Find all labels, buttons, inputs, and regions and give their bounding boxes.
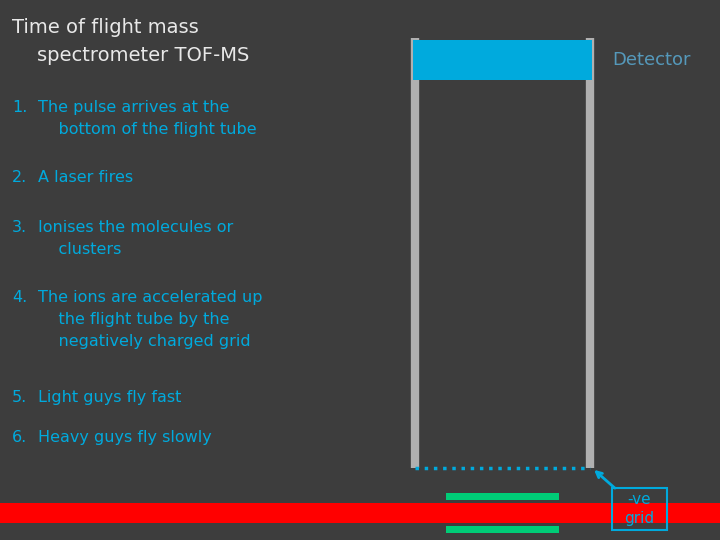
Text: bottom of the flight tube: bottom of the flight tube xyxy=(38,122,256,137)
Text: -ve
grid: -ve grid xyxy=(624,492,654,526)
Text: 5.: 5. xyxy=(12,390,27,405)
Text: 2.: 2. xyxy=(12,170,27,185)
Text: the flight tube by the: the flight tube by the xyxy=(38,312,230,327)
Text: Detector: Detector xyxy=(612,51,690,69)
Bar xyxy=(413,40,592,80)
Bar xyxy=(0,503,720,523)
Text: 3.: 3. xyxy=(12,220,27,235)
Text: Light guys fly fast: Light guys fly fast xyxy=(38,390,181,405)
Text: Heavy guys fly slowly: Heavy guys fly slowly xyxy=(38,430,212,445)
Text: A laser fires: A laser fires xyxy=(38,170,133,185)
Text: negatively charged grid: negatively charged grid xyxy=(38,334,251,349)
Text: The pulse arrives at the: The pulse arrives at the xyxy=(38,100,230,115)
Text: Time of flight mass: Time of flight mass xyxy=(12,18,199,37)
Bar xyxy=(446,493,559,500)
Text: 4.: 4. xyxy=(12,290,27,305)
Text: The ions are accelerated up: The ions are accelerated up xyxy=(38,290,263,305)
Text: 1.: 1. xyxy=(12,100,27,115)
Bar xyxy=(446,526,559,533)
Text: clusters: clusters xyxy=(38,242,122,257)
Text: 6.: 6. xyxy=(12,430,27,445)
Bar xyxy=(612,488,667,530)
Text: Ionises the molecules or: Ionises the molecules or xyxy=(38,220,233,235)
Text: spectrometer TOF-MS: spectrometer TOF-MS xyxy=(12,46,249,65)
